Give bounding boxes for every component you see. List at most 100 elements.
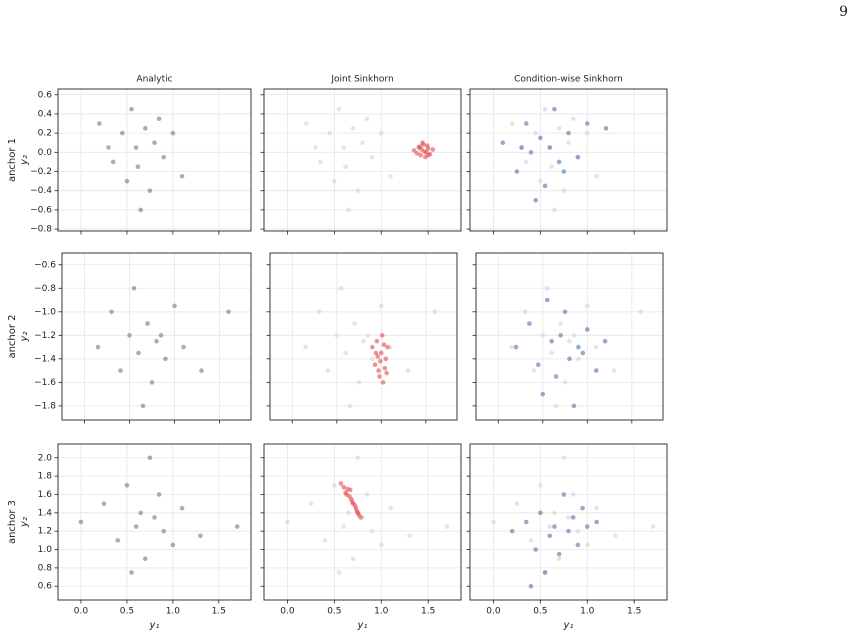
x-tick-label: 0.0 xyxy=(486,607,501,617)
point xyxy=(127,333,132,338)
point xyxy=(500,140,506,146)
point xyxy=(338,481,344,486)
point xyxy=(566,140,571,146)
x-tick-label: 1.5 xyxy=(627,607,641,617)
point xyxy=(556,126,562,131)
point xyxy=(352,321,357,326)
point xyxy=(528,538,534,543)
point xyxy=(558,333,563,338)
point xyxy=(378,130,384,136)
point xyxy=(179,505,185,511)
x-tick-label: 1.0 xyxy=(166,607,181,617)
point xyxy=(382,365,388,371)
point xyxy=(131,285,137,291)
point xyxy=(336,106,342,112)
point xyxy=(584,121,590,126)
point xyxy=(372,362,378,368)
point xyxy=(350,556,356,562)
x-tick-label: 0.5 xyxy=(120,607,134,617)
point xyxy=(78,519,84,525)
point xyxy=(566,130,571,136)
axes-frame xyxy=(469,88,668,232)
point xyxy=(356,380,362,385)
point xyxy=(523,159,529,165)
point xyxy=(638,309,644,315)
point xyxy=(383,356,389,362)
point xyxy=(133,524,139,529)
axes-frame xyxy=(269,252,458,421)
y-axis-label: y₂ xyxy=(19,155,30,166)
point xyxy=(149,380,155,385)
point xyxy=(115,538,121,543)
point xyxy=(138,510,144,516)
point xyxy=(378,542,384,548)
point xyxy=(513,344,519,350)
point xyxy=(135,164,141,170)
point xyxy=(544,297,550,303)
axes-frame xyxy=(263,443,462,601)
point xyxy=(566,528,571,534)
point xyxy=(650,524,656,529)
point xyxy=(561,169,567,174)
point xyxy=(556,551,562,557)
x-axis-label: y₁ xyxy=(563,620,574,631)
point xyxy=(385,344,390,350)
point xyxy=(509,121,515,126)
points xyxy=(285,455,450,575)
point xyxy=(594,505,599,511)
point xyxy=(129,570,134,575)
y-tick-label: 2.0 xyxy=(38,453,53,463)
point xyxy=(414,150,420,156)
point xyxy=(594,519,599,525)
x-tick-label: 1.0 xyxy=(580,607,595,617)
point xyxy=(527,321,532,326)
point xyxy=(336,570,342,575)
x-tick-label: 0.0 xyxy=(280,607,295,617)
point xyxy=(544,285,550,291)
point xyxy=(552,510,557,516)
point xyxy=(561,455,567,461)
point xyxy=(561,188,567,194)
point xyxy=(432,309,438,315)
point xyxy=(528,150,534,155)
y-tick-label: 0.6 xyxy=(38,90,53,100)
point xyxy=(523,519,529,525)
point xyxy=(361,338,366,344)
point xyxy=(562,380,568,385)
x-tick-label: 1.5 xyxy=(421,607,435,617)
point xyxy=(343,350,348,356)
point xyxy=(347,403,353,409)
point xyxy=(536,362,541,368)
point xyxy=(156,116,162,122)
point xyxy=(346,510,351,516)
point xyxy=(161,528,166,534)
point xyxy=(566,515,571,520)
point xyxy=(170,130,176,136)
point xyxy=(533,130,538,136)
point xyxy=(542,183,548,189)
point xyxy=(611,368,617,373)
points xyxy=(509,285,644,409)
axes-frame xyxy=(57,88,252,232)
point xyxy=(158,333,164,338)
point xyxy=(303,344,308,350)
point xyxy=(370,344,375,350)
row-label: anchor 3 xyxy=(7,500,18,544)
x-tick-label: 1.0 xyxy=(374,607,389,617)
point xyxy=(593,368,599,373)
point xyxy=(198,533,203,539)
point xyxy=(575,528,581,534)
y-tick-label: 1.6 xyxy=(38,490,53,500)
point xyxy=(133,145,139,150)
axes-frame xyxy=(61,252,252,421)
point xyxy=(97,121,102,126)
point xyxy=(571,403,577,409)
point xyxy=(181,344,186,350)
point xyxy=(388,505,393,511)
point xyxy=(580,505,585,511)
point xyxy=(140,403,146,409)
point xyxy=(332,178,337,184)
point xyxy=(571,333,577,338)
point xyxy=(419,147,424,152)
point xyxy=(491,519,496,525)
